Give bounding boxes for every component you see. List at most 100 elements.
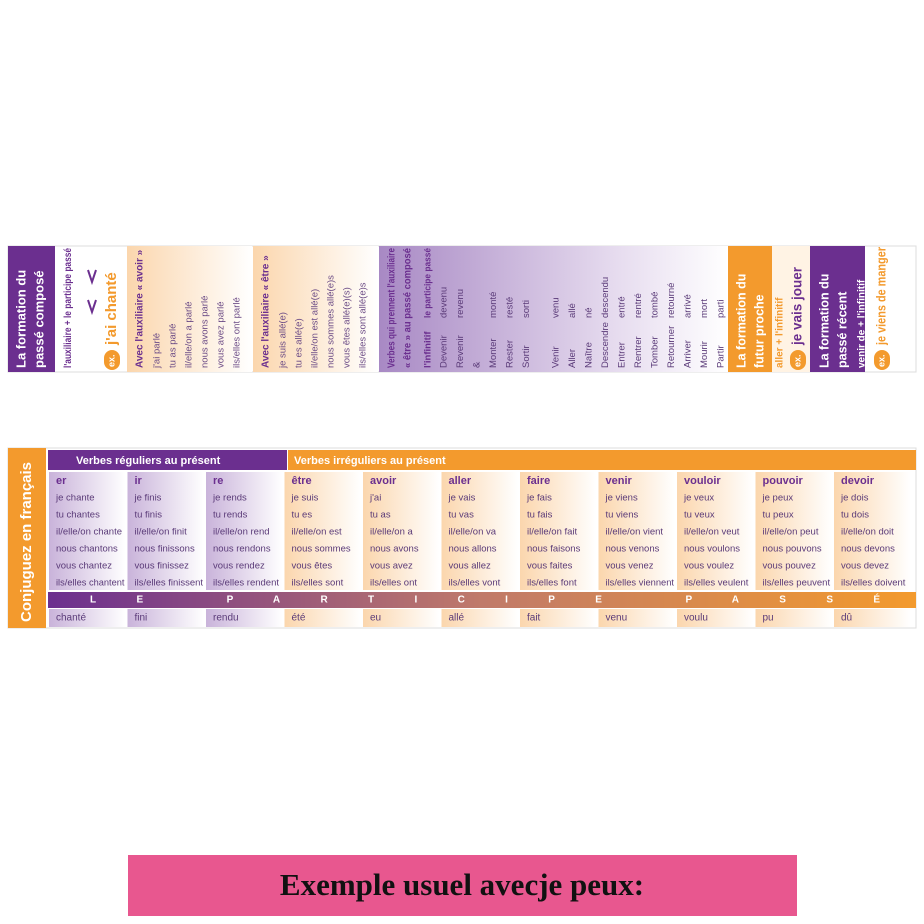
example: j'ai chanté (103, 272, 120, 346)
verb-name: re (213, 475, 223, 487)
verb-form: vous avez (370, 561, 413, 572)
formula: venir de + l'infinitif (857, 279, 868, 368)
verb-form: il/elle/on chante (56, 527, 122, 538)
column-bg (206, 609, 283, 627)
conjugated-line: je suis allé(e) (278, 312, 289, 369)
verb-form: je suis (291, 493, 319, 504)
participle: arrivé (683, 294, 694, 318)
participle: devenu (439, 287, 450, 318)
panel-bg (8, 246, 55, 372)
participle: resté (505, 297, 516, 318)
panel-heading: Avec l'auxiliaire « être » (261, 255, 272, 368)
verb-form: tu veux (684, 510, 715, 521)
verb-form: il/elle/on a (370, 527, 413, 538)
verb-form: ils/elles peuvent (763, 578, 831, 589)
verb-name: ir (135, 475, 143, 487)
conjugated-line: j'ai parlé (152, 333, 163, 369)
formula: l'auxiliaire + le participe passé (62, 248, 74, 368)
participle-band (48, 592, 916, 608)
infinitive: Partir (716, 345, 727, 368)
verb-form: il/elle/on doit (841, 527, 894, 538)
verb-form: je peux (762, 493, 794, 504)
verb-form: vous êtes (292, 561, 333, 572)
verb-form: vous devez (841, 561, 889, 572)
verb-form: tu as (370, 510, 391, 521)
past-participle: fait (527, 613, 541, 624)
verb-form: ils/elles doivent (841, 578, 906, 589)
participle: rentré (633, 293, 644, 318)
infinitive: Descendre (600, 322, 611, 368)
column-bg (441, 472, 518, 590)
group-bg (288, 450, 916, 470)
verb-name: faire (527, 475, 550, 487)
conjugated-line: il/elle/on a parlé (184, 301, 195, 368)
panel-heading: Avec l'auxiliaire « avoir » (135, 249, 146, 368)
conjugated-line: vous avez parlé (216, 301, 227, 368)
verb-form: nous devons (841, 544, 895, 555)
infinitive: Aller (567, 349, 578, 368)
ex-marker: ex. (106, 354, 116, 367)
verb-form: je fais (526, 493, 552, 504)
verb-form: nous allons (449, 544, 497, 555)
infinitive: Sortir (521, 345, 532, 368)
verb-form: tu vas (449, 510, 475, 521)
participle: tombé (650, 292, 661, 318)
verb-form: je chante (55, 493, 95, 504)
past-participle: fini (135, 613, 148, 624)
verb-form: je finis (134, 493, 162, 504)
participle: revenu (455, 289, 466, 318)
column-bg (206, 472, 283, 590)
verb-form: tu dois (841, 510, 869, 521)
column-bg (834, 609, 911, 627)
verb-form: je veux (683, 493, 714, 504)
past-participle: chanté (56, 613, 86, 624)
past-participle: été (292, 613, 306, 624)
verb-form: tu viens (606, 510, 639, 521)
verb-form: ils/elles viennent (606, 578, 675, 589)
participle: né (584, 307, 595, 318)
formula: aller + l'infinitif (775, 297, 786, 368)
panel-bg (127, 246, 252, 372)
past-participle: allé (449, 613, 465, 624)
verb-name: devoir (841, 475, 875, 487)
side-bg (8, 448, 46, 628)
verb-form: nous sommes (292, 544, 351, 555)
panel-title: La formation du (13, 270, 28, 368)
verb-form: tu rends (213, 510, 248, 521)
conjugated-line: il/elle/on est allé(e) (310, 289, 321, 368)
verb-form: vous voulez (684, 561, 734, 572)
group-header: Verbes réguliers au présent (76, 455, 221, 467)
verb-form: tu fais (527, 510, 553, 521)
past-participle: pu (763, 613, 774, 624)
verb-form: nous finissons (135, 544, 195, 555)
column-bg (284, 472, 361, 590)
verb-name: pouvoir (763, 475, 804, 487)
panel-bg (253, 246, 378, 372)
group-header: Verbes irréguliers au présent (294, 455, 446, 467)
column-bg (520, 609, 597, 627)
ex-marker: ex. (792, 354, 802, 367)
column-bg (598, 609, 675, 627)
verb-form: il/elle/on fait (527, 527, 578, 538)
conjugated-line: ils/elles sont allé(e)s (358, 282, 369, 368)
verb-form: nous pouvons (763, 544, 822, 555)
conjugated-line: vous êtes allé(e)(s) (342, 287, 353, 368)
verb-form: ils/elles font (527, 578, 577, 589)
column-bg (49, 472, 126, 590)
column-bg (755, 472, 832, 590)
panel-title: passé composé (31, 270, 46, 368)
infinitive: Entrer (617, 342, 628, 368)
conjugated-line: nous sommes allé(e)s (326, 275, 337, 368)
banner-text: Exemple usuel avecje peux: (280, 867, 644, 902)
infinitive: & (472, 361, 483, 368)
verb-form: il/elle/on rend (213, 527, 270, 538)
column-header: l'infinitif (423, 331, 434, 368)
verb-form: il/elle/on finit (135, 527, 188, 538)
infinitive: Retourner (666, 326, 677, 368)
infinitive: Tomber (650, 336, 661, 368)
verb-name: être (292, 475, 312, 487)
column-bg (677, 472, 754, 590)
past-participle: venu (606, 613, 628, 624)
participle: venu (551, 297, 562, 318)
